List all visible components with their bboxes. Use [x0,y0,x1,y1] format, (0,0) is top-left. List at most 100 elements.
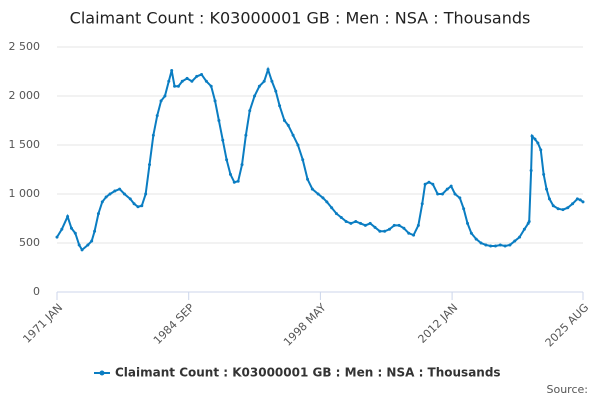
point [301,158,305,162]
point [493,244,497,248]
legend-label: Claimant Count : K03000001 GB : Men : NS… [115,366,501,380]
point [387,227,391,231]
point [151,133,155,137]
point [423,182,427,186]
point [556,207,560,211]
point [104,195,108,199]
point [148,163,152,167]
point [427,180,431,184]
point [128,197,132,201]
point [344,219,348,223]
y-tick-label: 500 [19,236,40,249]
point [155,114,159,118]
point [228,172,232,176]
x-tick-label: 2025 AUG [543,301,592,350]
point [296,143,300,147]
point [420,202,424,206]
point [479,241,483,245]
point [310,187,314,191]
point [513,239,517,243]
point [575,197,579,201]
point [66,215,70,219]
y-tick-label: 0 [33,285,40,298]
point [257,84,261,88]
point [530,134,534,138]
point [278,104,282,108]
point [173,84,177,88]
source: Source: [547,383,589,396]
point [397,223,401,227]
point [373,225,377,229]
y-tick-label: 2 500 [9,40,41,53]
point [368,221,372,225]
point [581,200,585,204]
point [209,84,213,88]
point [221,138,225,142]
point [100,200,104,204]
point [190,79,194,83]
point [69,226,73,230]
x-tick-label: 1971 JAN [20,301,65,346]
point [90,239,94,243]
y-tick-label: 1 000 [9,187,41,200]
point [113,189,117,193]
point [262,79,266,83]
x-tick-label: 1984 SEP [151,301,197,347]
point [136,205,140,209]
point [349,221,353,225]
point [378,229,382,233]
point [200,72,204,76]
point [547,197,551,201]
point [578,198,582,202]
point [330,206,334,210]
point [416,223,420,227]
x-tick-label: 1998 MAY [281,301,329,349]
point [498,243,502,247]
point [306,177,310,181]
point [453,192,457,196]
point [529,168,533,172]
point [508,243,512,247]
point [325,200,329,204]
series-line [56,66,584,252]
point [440,192,444,196]
point [176,84,180,88]
y-tick-label: 1 500 [9,138,41,151]
point [167,79,171,83]
point [291,133,295,137]
point [225,158,229,162]
point [484,243,488,247]
point [185,76,189,80]
point [159,99,163,103]
x-tick-label: 2012 JAN [416,301,461,346]
point [55,235,59,239]
point [140,204,144,208]
point [458,196,462,200]
point [474,237,478,241]
point [533,137,537,141]
point [86,243,90,247]
point [180,79,184,83]
point [522,227,526,231]
point [248,109,252,113]
point [236,179,240,183]
point [108,192,112,196]
point [383,229,387,233]
point [122,192,126,196]
point [462,207,466,211]
point [163,94,167,98]
point [282,119,286,122]
point [436,192,440,196]
point [266,68,270,72]
point [561,208,565,212]
legend-marker [99,370,105,376]
point [240,163,244,167]
point [60,227,64,231]
point [80,248,84,252]
point [213,99,217,103]
point [489,244,493,248]
point [363,223,367,227]
point [545,187,549,191]
point [551,204,555,208]
y-tick-label: 2 000 [9,89,41,102]
